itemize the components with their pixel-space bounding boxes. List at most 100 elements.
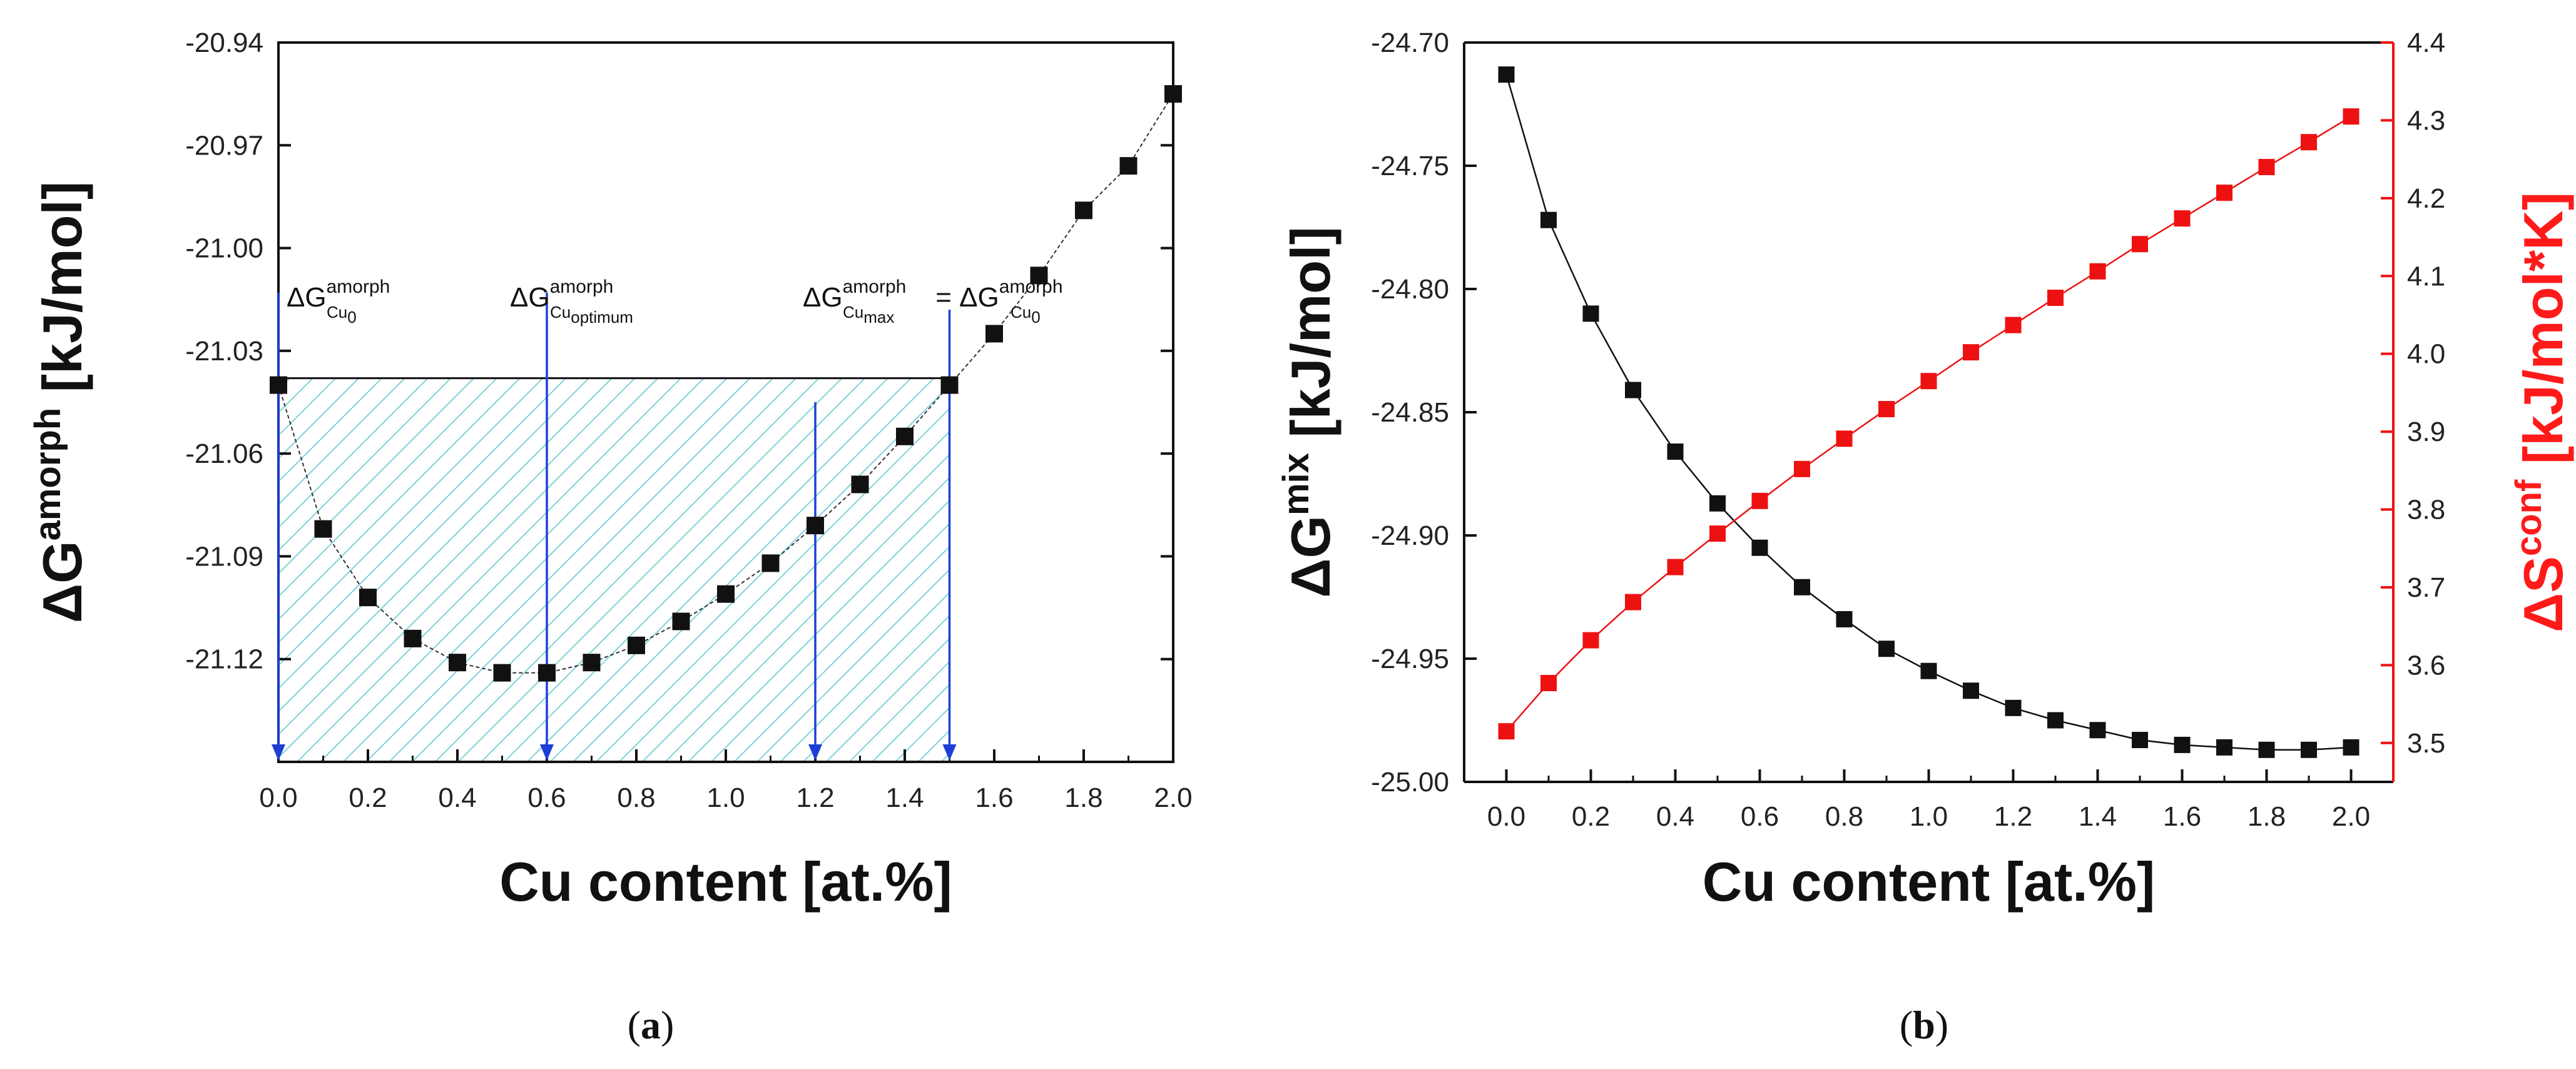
shaded-region — [278, 378, 950, 762]
caption-letter: a — [641, 1003, 661, 1047]
data-point-b-0 — [1963, 682, 1979, 699]
data-point-b-0 — [2047, 712, 2064, 729]
annotation-2: ΔGamorph Cumax = ΔGamorph Cu0 — [803, 276, 1063, 327]
x-tick-label-b: 0.4 — [1656, 801, 1694, 832]
y-title-unit: [kJ/mol] — [31, 181, 93, 408]
y-axis-title-b: ΔGmix [kJ/mol] — [1276, 226, 1341, 598]
data-point-b-1 — [1878, 401, 1895, 418]
y-tick-label-a: -20.97 — [185, 130, 263, 161]
caption-b: (b) — [1900, 1003, 1948, 1047]
y2-tick-label-b: 4.0 — [2407, 339, 2445, 370]
y2-tick-label-b: 3.6 — [2407, 650, 2445, 681]
x-tick-label-a: 1.8 — [1064, 783, 1102, 813]
y-tick-label-a: -21.00 — [185, 233, 263, 264]
data-point-b-0 — [1582, 305, 1599, 322]
x-tick-label-a: 0.8 — [617, 783, 655, 813]
data-point-b-1 — [2343, 108, 2360, 125]
ann-sub: Cu — [843, 303, 863, 322]
y2-tick-label-b: 3.9 — [2407, 417, 2445, 447]
data-point-a — [896, 427, 914, 445]
x-tick-label-a: 0.6 — [527, 783, 566, 813]
x-tick-label-a: 1.4 — [885, 783, 924, 813]
data-point-b-0 — [1836, 610, 1853, 627]
data-point-b-1 — [1920, 373, 1937, 390]
x-axis-title-text-b: Cu content [at.%] — [1703, 851, 2156, 913]
data-point-b-0 — [2132, 732, 2148, 749]
x-tick-label-b: 0.8 — [1825, 801, 1863, 832]
data-point-a — [538, 664, 556, 682]
x-tick-label-b: 0.0 — [1487, 801, 1525, 832]
ann-subsub2: 0 — [1031, 308, 1040, 327]
x-tick-label-a: 1.2 — [796, 783, 834, 813]
data-point-b-1 — [2301, 134, 2317, 151]
data-point-b-0 — [1920, 662, 1937, 679]
caption-a: (a) — [628, 1003, 675, 1047]
y-tick-label-b: -24.75 — [1371, 151, 1449, 181]
data-point-b-0 — [1625, 382, 1641, 398]
y-tick-label-a: -21.03 — [185, 336, 263, 367]
x-tick-label-b: 0.2 — [1572, 801, 1610, 832]
series-line-b-1 — [1505, 116, 2352, 732]
x-tick-label-b: 1.8 — [2248, 801, 2286, 832]
data-point-b-1 — [2047, 290, 2064, 307]
y-tick-label-b: -24.90 — [1371, 520, 1449, 551]
ann-eq: = — [928, 282, 959, 313]
data-point-a — [807, 517, 824, 535]
x-tick-label-b: 1.4 — [2079, 801, 2117, 832]
data-point-b-0 — [2343, 739, 2360, 756]
data-point-b-0 — [1878, 641, 1895, 657]
y2-tick-label-b: 3.5 — [2407, 728, 2445, 759]
ann-sup: amorph — [843, 276, 907, 297]
x-tick-label-a: 1.0 — [706, 783, 745, 813]
data-point-b-0 — [1667, 443, 1684, 460]
series-line-b-0 — [1505, 74, 2351, 751]
data-point-b-0 — [2089, 722, 2106, 739]
data-point-b-0 — [1498, 66, 1515, 83]
data-point-b-1 — [1836, 430, 1853, 447]
x-tick-label-b: 2.0 — [2332, 801, 2370, 832]
data-point-b-0 — [1794, 579, 1810, 595]
y-tick-label-b: -24.95 — [1371, 644, 1449, 674]
ann-main: ΔG — [287, 282, 327, 313]
data-point-a — [985, 325, 1003, 343]
ann-sup: amorph — [550, 276, 614, 297]
data-point-a — [449, 654, 466, 672]
ann-subsub: 0 — [347, 308, 356, 327]
data-point-b-1 — [2132, 236, 2148, 253]
data-point-a — [359, 589, 377, 607]
y-axis-title-a: ΔGamorph [kJ/mol] — [28, 181, 93, 623]
ann-sub2: Cu — [1011, 303, 1031, 322]
data-point-a — [717, 585, 735, 603]
y2-tick-label-b: 4.1 — [2407, 261, 2445, 291]
y-title-main-b: ΔG — [1280, 515, 1341, 598]
y2-tick-label-b: 3.8 — [2407, 495, 2445, 525]
data-point-b-1 — [1498, 723, 1515, 740]
y-tick-label-a: -21.06 — [185, 438, 263, 469]
y2-tick-label-b: 4.3 — [2407, 105, 2445, 136]
y-tick-label-a: -20.94 — [185, 28, 263, 58]
data-point-b-1 — [1625, 594, 1641, 610]
data-point-a — [851, 475, 869, 494]
y2-tick-label-b: 4.4 — [2407, 28, 2445, 58]
data-point-b-1 — [1794, 460, 1810, 477]
y-tick-label-a: -21.09 — [185, 541, 263, 572]
ann-sub: Cu — [550, 303, 571, 322]
ann-main: ΔG — [510, 282, 550, 313]
data-point-b-1 — [2174, 210, 2191, 227]
data-point-a — [1075, 201, 1092, 220]
y-tick-label-a: -21.12 — [185, 644, 263, 675]
y-title-unit-b: [kJ/mol] — [1280, 226, 1341, 453]
ann-sub: Cu — [327, 303, 347, 322]
x-tick-label-a: 0.0 — [259, 783, 297, 813]
ann-main: ΔG — [803, 282, 843, 313]
y2-title-main: ΔS — [2512, 556, 2574, 632]
y2-title-sup: conf — [2508, 479, 2549, 556]
data-point-a — [1030, 266, 1048, 285]
ann-subsub: max — [863, 308, 894, 327]
vertical-marker-arrow — [808, 744, 822, 761]
y-tick-label-b: -24.85 — [1371, 397, 1449, 428]
x-tick-label-a: 1.6 — [975, 783, 1013, 813]
series-line-a — [278, 93, 1174, 674]
y2-tick-label-b: 4.2 — [2407, 183, 2445, 214]
data-point-a — [672, 612, 690, 631]
